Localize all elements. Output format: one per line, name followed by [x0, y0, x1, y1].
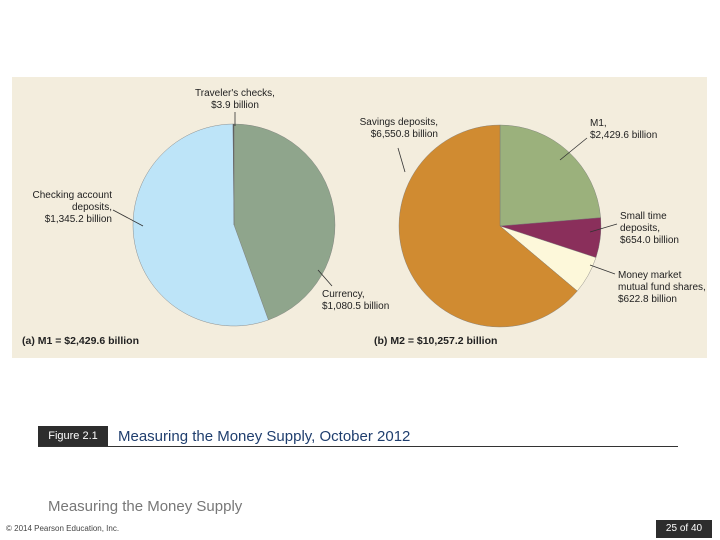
leader-line — [589, 223, 618, 233]
figure-label: Figure 2.1 — [38, 426, 108, 447]
value-label: $654.0 billion — [620, 235, 679, 246]
figure-caption: Measuring the Money Supply, October 2012 — [118, 428, 411, 445]
pie-slice — [233, 123, 336, 321]
category-label: Traveler's checks, — [195, 88, 275, 99]
slide-title: Measuring the Money Supply — [48, 498, 243, 515]
value-label: $2,429.6 billion — [590, 130, 658, 141]
pie-title: (b) M2 = $10,257.2 billion — [374, 335, 498, 347]
category-label: Currency, — [322, 289, 365, 300]
pie-slice — [232, 123, 235, 226]
slice-label: Savings deposits, $6,550.8 billion — [330, 117, 438, 141]
slice-label: M1, $2,429.6 billion — [590, 118, 675, 142]
leader-line — [397, 147, 406, 173]
slice-label: Checking account deposits, $1,345.2 billi… — [16, 190, 113, 226]
slice-label: Traveler's checks, $3.9 billion — [180, 88, 290, 112]
rule — [38, 446, 678, 447]
copyright: © 2014 Pearson Education, Inc. — [6, 524, 120, 533]
pie-slice — [398, 124, 578, 328]
value-label: $622.8 billion — [618, 294, 677, 305]
category-label: Checking account deposits, — [32, 190, 113, 213]
leader-line — [112, 209, 144, 227]
leader-line — [589, 264, 616, 275]
pie-title: (a) M1 = $2,429.6 billion — [22, 335, 140, 347]
pie-slice — [499, 124, 601, 227]
pie-slice — [132, 123, 269, 327]
page-number: 25 of 40 — [656, 520, 712, 538]
value-label: $1,080.5 billion — [322, 301, 390, 312]
category-label: M1, — [590, 118, 607, 129]
category-label: Savings deposits, — [359, 117, 438, 128]
value-label: $6,550.8 billion — [370, 129, 438, 140]
slice-label: Currency, $1,080.5 billion — [322, 289, 407, 313]
value-label: $3.9 billion — [211, 100, 259, 111]
slice-label: Money market mutual fund shares, $622.8 b… — [618, 270, 710, 306]
category-label: Small time deposits, — [620, 211, 667, 234]
value-label: $1,345.2 billion — [44, 214, 112, 225]
leader-line — [559, 137, 588, 161]
slice-label: Small time deposits, $654.0 billion — [620, 211, 692, 247]
category-label: Money market mutual fund shares, — [618, 270, 706, 293]
leader-line — [317, 269, 333, 287]
